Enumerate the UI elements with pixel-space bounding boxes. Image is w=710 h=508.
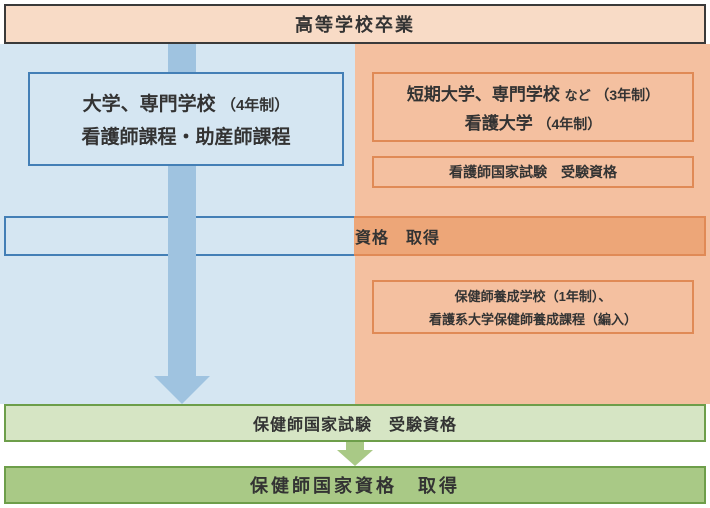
right-school-line1: 短期大学、専門学校 など （3年制） — [407, 80, 659, 105]
box-left-school-overlay: 大学、専門学校 （4年制） 看護師課程・助産師課程 — [28, 72, 344, 166]
arrow-orange1-head — [434, 376, 480, 402]
orange-connector-2 — [520, 188, 536, 216]
arrow-orange2-head — [592, 376, 638, 402]
box-phn-school-overlay: 保健師養成学校（1年制）、 看護系大学保健師養成課程（編入） — [372, 280, 694, 334]
box-phn-license: 保健師国家資格 取得 — [4, 466, 706, 504]
right-line2b: （4年制） — [537, 116, 601, 132]
orange-connector-1 — [520, 142, 536, 156]
arrow-blue-head — [154, 376, 210, 404]
box-right-school: 短期大学、専門学校 など （3年制） 看護大学 （4年制） — [372, 72, 694, 142]
box-phn-exam-qual: 保健師国家試験 受験資格 — [4, 404, 706, 442]
box-nurse-exam-qual: 看護師国家試験 受験資格 — [372, 156, 694, 188]
label-phn-exam-qual: 保健師国家試験 受験資格 — [253, 411, 457, 435]
right-line1a: 短期大学、専門学校 — [407, 85, 560, 104]
arrow-green-head — [337, 450, 373, 466]
label-nurse-exam-qual: 看護師国家試験 受験資格 — [449, 162, 617, 182]
box-highschool-grad: 高等学校卒業 — [4, 4, 706, 44]
label-phn-license: 保健師国家資格 取得 — [250, 472, 460, 498]
right-line2a: 看護大学 — [465, 114, 533, 133]
right-line1c: （3年制） — [595, 87, 659, 103]
right-school-line2: 看護大学 （4年制） — [465, 109, 602, 134]
right-line1b: など — [565, 88, 591, 103]
label-highschool-grad: 高等学校卒業 — [295, 11, 415, 37]
